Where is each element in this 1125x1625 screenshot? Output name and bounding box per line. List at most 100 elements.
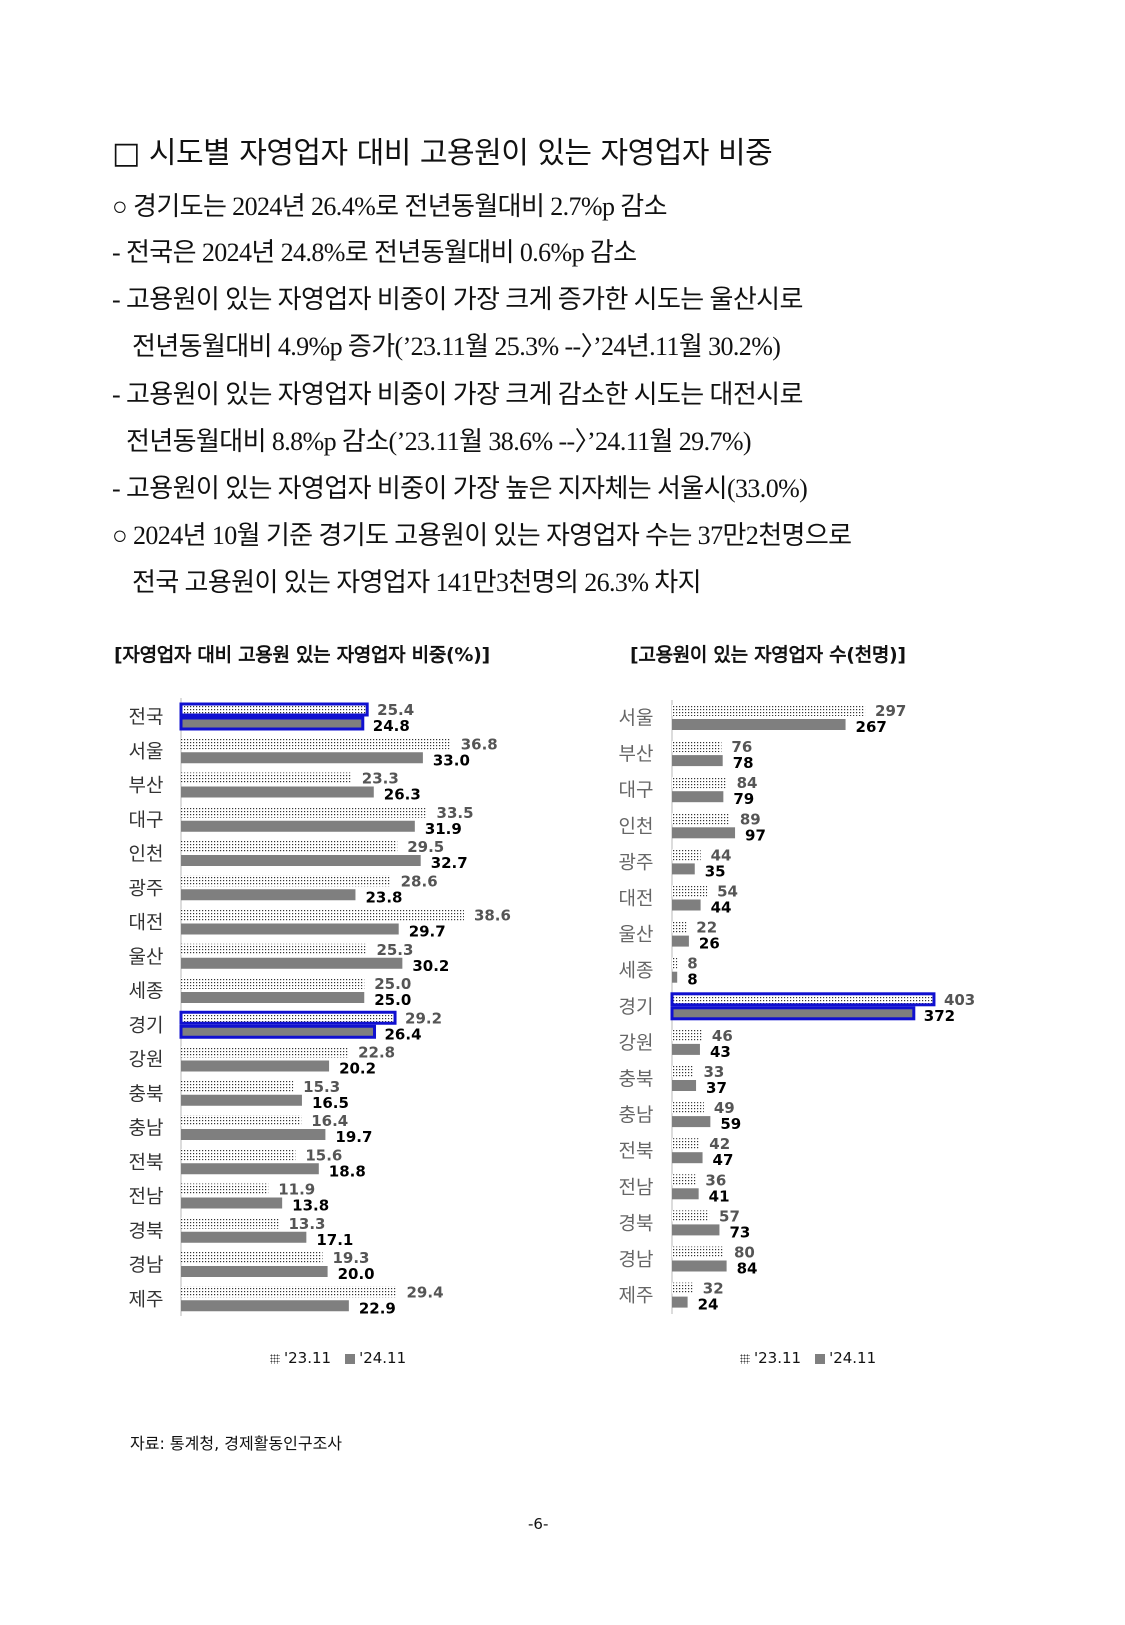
data-label-2311: 89 (740, 810, 761, 828)
data-label-2411: 17.1 (316, 1231, 353, 1249)
data-label-2411: 97 (745, 826, 766, 844)
data-label-2411: 24 (698, 1296, 719, 1314)
category-label: 전남 (129, 1186, 164, 1208)
category-label: 광주 (619, 851, 654, 873)
bar-2311 (672, 1246, 724, 1258)
data-label-2411: 372 (924, 1007, 955, 1025)
category-label: 인천 (619, 815, 654, 837)
data-label-2411: 23.8 (365, 888, 402, 906)
data-label-2311: 29.2 (405, 1009, 442, 1027)
data-label-2311: 57 (719, 1207, 740, 1225)
bar-2311 (672, 957, 678, 969)
data-label-2411: 20.2 (339, 1060, 376, 1078)
chart-title-count: [고용원이 있는 자영업자 수(천명)] (630, 644, 906, 666)
bar-2411 (672, 1043, 700, 1055)
body-line: ○ 2024년 10월 기준 경기도 고용원이 있는 자영업자 수는 37만2천… (112, 521, 852, 550)
dotted-swatch-icon (740, 1353, 750, 1364)
category-label: 서울 (129, 740, 164, 762)
body-line: - 고용원이 있는 자영업자 비중이 가장 높은 지자체는 서울시(33.0%) (112, 474, 808, 503)
bar-2311 (181, 1286, 397, 1298)
data-label-2311: 297 (875, 702, 906, 720)
body-line: - 전국은 2024년 24.8%로 전년동월대비 0.6%p 감소 (112, 238, 637, 267)
bar-2411 (672, 971, 678, 983)
body-line: - 고용원이 있는 자영업자 비중이 가장 크게 감소한 시도는 대전시로 (112, 380, 803, 409)
data-label-2411: 79 (733, 790, 754, 808)
data-label-2411: 43 (710, 1043, 731, 1061)
bar-2411 (181, 889, 356, 901)
data-label-2311: 22 (696, 919, 717, 937)
bar-2311 (179, 702, 369, 717)
data-label-2311: 46 (712, 1027, 733, 1045)
legend-item-2311: '23.11 (270, 1349, 331, 1367)
bar-2411 (181, 1266, 328, 1277)
bar-2411 (672, 755, 723, 767)
data-label-2311: 49 (714, 1099, 735, 1117)
category-label: 경기 (129, 1014, 164, 1036)
bar-2311 (672, 813, 730, 825)
category-label: 충북 (619, 1068, 654, 1090)
data-label-2411: 20.0 (338, 1265, 375, 1283)
bar-2411 (181, 1231, 307, 1243)
data-label-2411: 41 (709, 1187, 730, 1205)
data-label-2411: 22.9 (359, 1299, 396, 1317)
data-label-2311: 25.4 (377, 701, 414, 719)
category-label: 경북 (129, 1220, 164, 1242)
bar-2311 (181, 1252, 323, 1263)
category-label: 경남 (129, 1254, 164, 1276)
category-label: 경북 (619, 1212, 654, 1234)
bar-2311 (181, 841, 398, 852)
data-label-2411: 47 (713, 1151, 734, 1169)
data-label-2311: 54 (717, 883, 738, 901)
data-label-2411: 25.0 (374, 991, 411, 1009)
chart-title-ratio: [자영업자 대비 고용원 있는 자영업자 비중(%)] (114, 644, 490, 666)
bar-2411 (672, 791, 724, 803)
bar-2311 (672, 885, 708, 897)
bar-2411 (181, 1060, 330, 1072)
bar-2411 (672, 1260, 727, 1272)
bar-2311 (672, 1138, 700, 1150)
category-label: 서울 (619, 707, 654, 729)
data-label-2411: 31.9 (425, 820, 462, 838)
data-label-2311: 84 (737, 774, 758, 792)
bar-2311 (181, 738, 451, 750)
category-label: 경기 (619, 996, 654, 1018)
legend-ratio: '23.11 '24.11 (270, 1349, 406, 1367)
data-label-2311: 25.3 (376, 941, 413, 959)
bar-2311 (672, 1210, 710, 1222)
data-label-2311: 19.3 (332, 1249, 369, 1267)
section-heading: □ 시도별 자영업자 대비 고용원이 있는 자영업자 비중 (112, 136, 773, 171)
category-label: 전북 (129, 1151, 164, 1173)
legend-item-2311: '23.11 (740, 1349, 801, 1367)
bar-2411 (672, 1080, 697, 1091)
bar-2411 (672, 935, 689, 947)
category-label: 전남 (619, 1176, 654, 1198)
bar-2411 (181, 1197, 283, 1209)
data-label-2311: 33 (703, 1063, 724, 1081)
data-label-2411: 33.0 (433, 751, 470, 769)
category-label: 광주 (129, 877, 164, 899)
data-label-2311: 23.3 (362, 770, 399, 788)
category-label: 대구 (619, 779, 654, 801)
bar-2311 (672, 1102, 704, 1114)
bar-2311 (672, 705, 866, 716)
bar-2411 (181, 1129, 326, 1140)
category-label: 대전 (619, 888, 654, 910)
bar-2411 (179, 1024, 377, 1039)
data-label-2411: 24.8 (373, 717, 410, 735)
data-label-2411: 73 (729, 1223, 750, 1241)
legend-item-2411: '24.11 (345, 1349, 406, 1367)
data-label-2411: 35 (705, 862, 726, 880)
bar-2311 (181, 1080, 294, 1092)
data-label-2311: 11.9 (278, 1181, 315, 1199)
data-label-2411: 19.7 (335, 1128, 372, 1146)
data-label-2411: 37 (706, 1079, 727, 1097)
data-label-2311: 16.4 (311, 1112, 348, 1130)
bar-2311 (672, 1282, 693, 1294)
bar-2311 (179, 1010, 397, 1025)
data-label-2311: 13.3 (288, 1215, 325, 1233)
category-label: 강원 (619, 1032, 654, 1054)
body-line: 전년동월대비 8.8%p 감소(’23.11월 38.6% --〉’24.11월… (126, 427, 752, 456)
legend-item-2411: '24.11 (815, 1349, 876, 1367)
category-label: 부산 (129, 775, 164, 797)
